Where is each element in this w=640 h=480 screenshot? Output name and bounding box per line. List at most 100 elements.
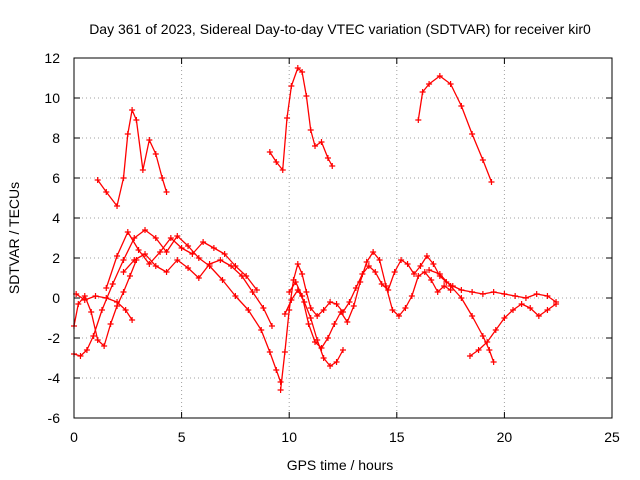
data-point bbox=[357, 279, 364, 285]
data-point bbox=[228, 263, 235, 269]
data-point bbox=[120, 175, 127, 181]
data-point bbox=[408, 293, 415, 299]
data-point bbox=[383, 283, 390, 289]
data-point bbox=[232, 293, 239, 299]
data-point bbox=[249, 289, 256, 295]
data-point bbox=[152, 235, 159, 241]
data-point bbox=[178, 245, 185, 251]
data-point bbox=[307, 305, 314, 311]
data-point bbox=[142, 251, 149, 257]
data-point bbox=[447, 81, 454, 87]
data-point bbox=[90, 333, 97, 339]
data-point bbox=[81, 297, 88, 303]
y-tick-label: -4 bbox=[48, 370, 61, 386]
data-point bbox=[107, 321, 114, 327]
data-point bbox=[185, 243, 192, 249]
data-point bbox=[346, 299, 353, 305]
data-point bbox=[469, 313, 476, 319]
data-point bbox=[200, 239, 207, 245]
data-point bbox=[152, 151, 159, 157]
data-point bbox=[436, 271, 443, 277]
x-tick-label: 10 bbox=[281, 429, 297, 445]
data-point bbox=[475, 347, 482, 353]
data-point bbox=[146, 261, 153, 267]
data-point bbox=[98, 307, 105, 313]
data-point bbox=[363, 259, 370, 265]
data-point bbox=[88, 309, 95, 315]
data-point bbox=[219, 277, 226, 283]
data-point bbox=[389, 307, 396, 313]
data-point bbox=[122, 307, 129, 313]
series-arc-2 bbox=[266, 65, 336, 173]
data-point bbox=[488, 179, 495, 185]
data-point bbox=[331, 321, 338, 327]
data-point bbox=[159, 175, 166, 181]
data-point bbox=[146, 137, 153, 143]
data-point bbox=[324, 335, 331, 341]
data-point bbox=[441, 283, 448, 289]
data-point bbox=[535, 313, 542, 319]
data-point bbox=[415, 273, 422, 279]
data-point bbox=[518, 301, 525, 307]
data-point bbox=[268, 323, 275, 329]
data-point bbox=[195, 255, 202, 261]
data-point bbox=[266, 149, 273, 155]
data-point bbox=[501, 315, 508, 321]
data-point bbox=[421, 269, 428, 275]
data-point bbox=[333, 359, 340, 365]
series-track-a bbox=[71, 227, 284, 385]
y-tick-label: 6 bbox=[52, 170, 60, 186]
data-point bbox=[221, 251, 228, 257]
data-point bbox=[152, 263, 159, 269]
data-point bbox=[324, 155, 331, 161]
data-point bbox=[277, 379, 284, 385]
data-point bbox=[120, 257, 127, 263]
data-point bbox=[292, 279, 299, 285]
data-point bbox=[329, 163, 336, 169]
plot-frame bbox=[73, 57, 613, 419]
data-point bbox=[376, 257, 383, 263]
data-point bbox=[238, 273, 245, 279]
data-point bbox=[206, 261, 213, 267]
data-point bbox=[288, 83, 295, 89]
data-point bbox=[299, 69, 306, 75]
data-point bbox=[492, 327, 499, 333]
data-point bbox=[131, 235, 138, 241]
data-point bbox=[510, 307, 517, 313]
data-point bbox=[303, 93, 310, 99]
grid-lines bbox=[74, 58, 612, 418]
data-point bbox=[327, 299, 334, 305]
data-point bbox=[114, 203, 121, 209]
data-point bbox=[139, 167, 146, 173]
data-point bbox=[281, 349, 288, 355]
data-point bbox=[163, 189, 170, 195]
data-point bbox=[101, 343, 108, 349]
data-point bbox=[458, 103, 465, 109]
data-point bbox=[411, 271, 418, 277]
data-point bbox=[288, 297, 295, 303]
series-line-track-g bbox=[284, 289, 344, 367]
data-point bbox=[120, 289, 127, 295]
data-point bbox=[174, 233, 181, 239]
data-series bbox=[71, 65, 560, 393]
series-track-g bbox=[281, 287, 346, 369]
data-point bbox=[318, 139, 325, 145]
data-point bbox=[129, 317, 136, 323]
data-point bbox=[94, 337, 101, 343]
data-point bbox=[533, 291, 540, 297]
x-axis-label: GPS time / hours bbox=[287, 457, 394, 473]
data-point bbox=[277, 387, 284, 393]
data-point bbox=[426, 81, 433, 87]
series-line-track-f bbox=[288, 251, 451, 349]
data-point bbox=[479, 333, 486, 339]
data-point bbox=[131, 257, 138, 263]
data-point bbox=[419, 89, 426, 95]
data-point bbox=[120, 269, 127, 275]
data-point bbox=[284, 115, 291, 121]
data-point bbox=[512, 293, 519, 299]
series-track-f bbox=[286, 249, 454, 351]
data-point bbox=[391, 269, 398, 275]
data-point bbox=[544, 293, 551, 299]
data-point bbox=[417, 263, 424, 269]
data-point bbox=[260, 305, 267, 311]
